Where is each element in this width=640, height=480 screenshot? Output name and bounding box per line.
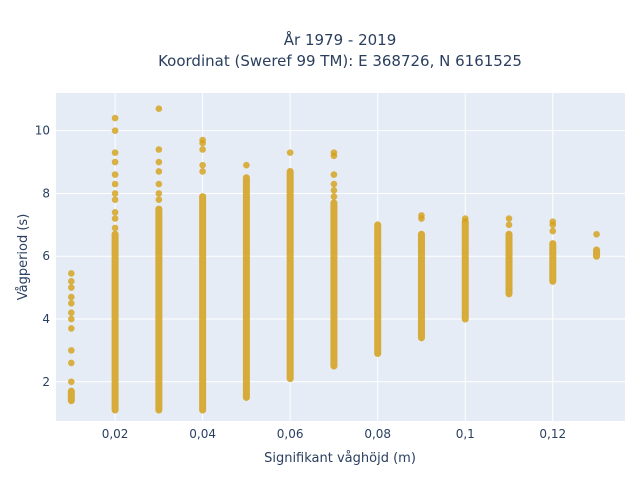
data-point <box>68 315 75 323</box>
data-point <box>199 146 206 153</box>
data-point <box>155 196 163 204</box>
data-point <box>68 309 75 317</box>
data-point <box>111 149 119 156</box>
data-point <box>549 227 557 235</box>
data-point <box>68 325 75 332</box>
data-point <box>330 171 338 178</box>
x-tick-label: 0,06 <box>277 427 304 441</box>
data-point <box>155 168 163 175</box>
x-tick-label: 0,12 <box>539 427 566 441</box>
x-tick-label: 0,08 <box>364 427 391 441</box>
data-point <box>286 149 294 156</box>
data-point <box>68 293 75 301</box>
data-point <box>68 278 75 285</box>
data-point <box>330 180 338 188</box>
data-point <box>330 149 338 156</box>
y-tick-label: 2 <box>42 375 50 389</box>
x-tick-label: 0,1 <box>456 427 475 441</box>
data-point <box>461 215 469 222</box>
data-point <box>111 127 119 134</box>
data-point <box>155 158 163 166</box>
data-point <box>505 221 513 229</box>
data-point <box>330 193 338 200</box>
x-tick-label: 0,04 <box>189 427 216 441</box>
data-point <box>243 161 250 169</box>
data-point <box>155 105 163 112</box>
data-point <box>111 196 119 204</box>
data-point <box>593 230 600 238</box>
data-point <box>111 114 119 122</box>
data-point <box>111 190 119 197</box>
data-point <box>418 212 425 219</box>
data-point <box>111 208 119 216</box>
x-axis-ticks: 0,02 0,04 0,06 0,08 0,1 0,12 <box>102 427 566 441</box>
data-point <box>68 347 75 354</box>
y-axis-title: Vågperiod (s) <box>16 214 31 301</box>
y-tick-label: 4 <box>42 312 50 326</box>
y-tick-label: 10 <box>35 124 50 138</box>
y-tick-label: 6 <box>42 249 50 263</box>
x-axis-title: Signifikant våghöjd (m) <box>264 451 416 466</box>
chart-title-line-2: Koordinat (Sweref 99 TM): E 368726, N 61… <box>158 52 522 70</box>
chart-title-line-1: År 1979 - 2019 <box>284 30 397 49</box>
data-point <box>68 299 75 307</box>
data-points <box>67 105 601 414</box>
y-axis-ticks: 2 4 6 8 10 <box>35 124 50 389</box>
data-point <box>111 224 119 232</box>
data-point <box>199 136 206 144</box>
data-point <box>68 270 75 277</box>
data-point <box>155 190 163 197</box>
plot-area <box>56 93 625 421</box>
x-tick-label: 0,02 <box>102 427 129 441</box>
data-point <box>155 146 163 153</box>
data-point <box>155 180 163 188</box>
y-tick-label: 8 <box>42 186 50 200</box>
data-point <box>68 359 75 367</box>
data-point <box>111 180 119 188</box>
data-point <box>111 171 119 178</box>
data-point <box>68 378 75 386</box>
data-point <box>330 187 338 194</box>
data-point <box>111 215 119 222</box>
data-point <box>199 161 206 169</box>
data-point <box>505 215 513 222</box>
data-point <box>199 168 206 175</box>
data-point <box>549 218 557 225</box>
data-point <box>111 158 119 166</box>
data-point <box>68 284 75 291</box>
